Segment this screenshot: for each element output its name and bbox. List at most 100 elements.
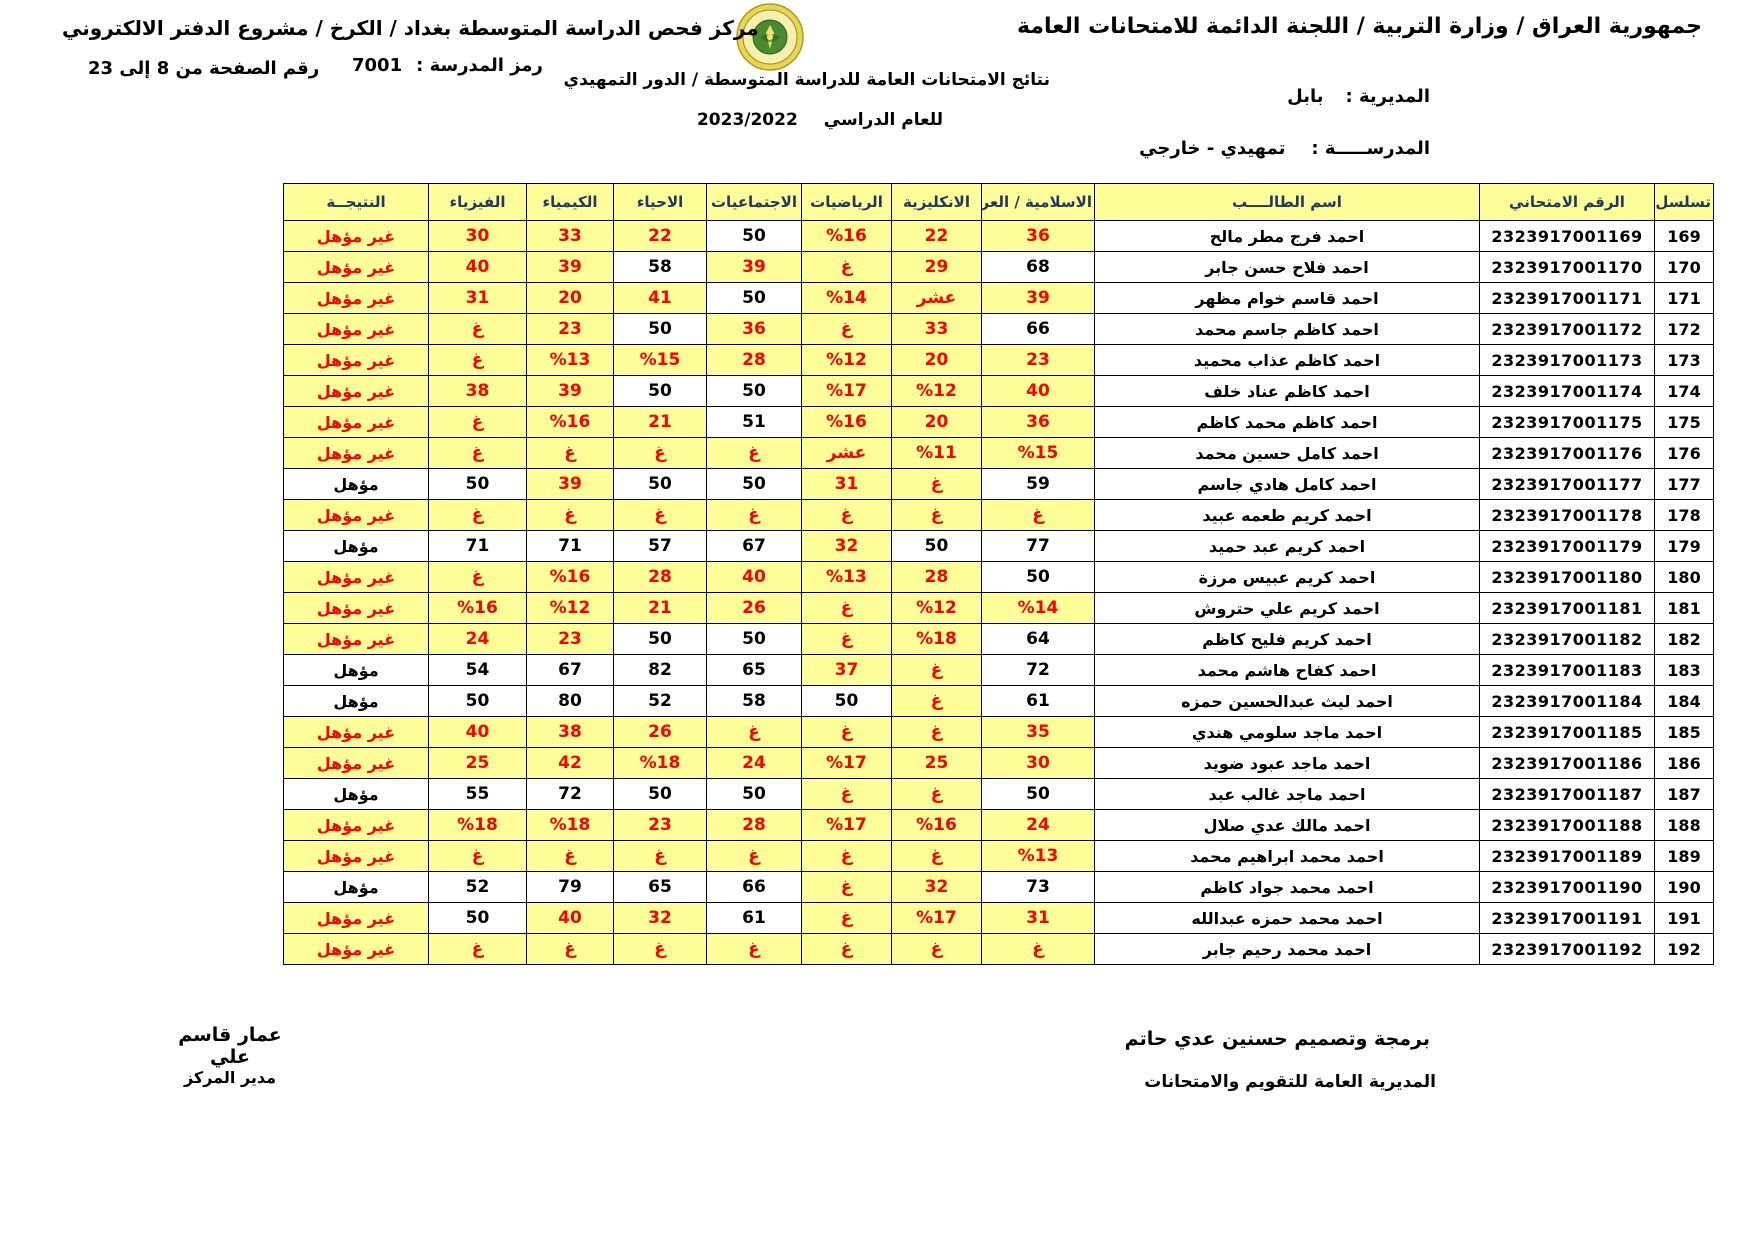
score-cell: غ (801, 592, 892, 624)
score-cell: %18 (526, 809, 614, 841)
exam-number-cell: 2323917001184 (1479, 685, 1655, 717)
col-header-result: النتيجــة (283, 183, 429, 221)
score-cell: عشر (801, 437, 892, 469)
score-cell: 50 (706, 778, 802, 810)
student-name-cell: احمد كاظم عناد خلف (1094, 375, 1480, 407)
score-cell: 73 (981, 871, 1095, 903)
academic-year-value: 2023/2022 (696, 110, 798, 130)
table-row: 191 2323917001191 احمد محمد حمزه عبدالله… (283, 902, 1714, 934)
table-row: 188 2323917001188 احمد مالك عدي صلال 24 … (283, 809, 1714, 841)
score-cell: 25 (891, 747, 982, 779)
score-cell: %12 (526, 592, 614, 624)
exam-number-cell: 2323917001186 (1479, 747, 1655, 779)
serial-cell: 179 (1654, 530, 1714, 562)
score-cell: 50 (981, 778, 1095, 810)
score-cell: غ (526, 499, 614, 531)
score-cell: 42 (526, 747, 614, 779)
score-cell: 31 (428, 282, 527, 314)
score-cell: 58 (706, 685, 802, 717)
score-cell: %16 (526, 561, 614, 593)
student-name-cell: احمد فرج مطر مالح (1094, 220, 1480, 252)
score-cell: 67 (706, 530, 802, 562)
table-row: 192 2323917001192 احمد محمد رحيم جابر غ … (283, 933, 1714, 965)
school-line: المدرســـــة : تمهيدي - خارجي (1139, 138, 1430, 159)
score-cell: 41 (613, 282, 707, 314)
student-name-cell: احمد كاظم جاسم محمد (1094, 313, 1480, 345)
serial-cell: 187 (1654, 778, 1714, 810)
score-cell: غ (428, 437, 527, 469)
score-cell: %18 (613, 747, 707, 779)
score-cell: غ (613, 933, 707, 965)
score-cell: 67 (526, 654, 614, 686)
score-cell: غ (428, 933, 527, 965)
serial-cell: 192 (1654, 933, 1714, 965)
serial-cell: 181 (1654, 592, 1714, 624)
directorate-line: المديرية : بابل (1287, 86, 1430, 107)
result-cell: مؤهل (283, 468, 429, 500)
score-cell: غ (613, 437, 707, 469)
exam-number-cell: 2323917001171 (1479, 282, 1655, 314)
exam-number-cell: 2323917001170 (1479, 251, 1655, 283)
table-row: 187 2323917001187 احمد ماجد غالب عبد 50 … (283, 778, 1714, 810)
score-cell: %18 (891, 623, 982, 655)
score-cell: غ (891, 840, 982, 872)
school-label: المدرســـــة : (1311, 138, 1430, 159)
exam-number-cell: 2323917001169 (1479, 220, 1655, 252)
student-name-cell: احمد محمد ابراهيم محمد (1094, 840, 1480, 872)
score-cell: 26 (613, 716, 707, 748)
score-cell: %17 (891, 902, 982, 934)
table-row: 184 2323917001184 احمد ليث عبدالحسين حمز… (283, 685, 1714, 717)
col-header-social: الاجتماعيات (706, 183, 802, 221)
table-row: 179 2323917001179 احمد كريم عبد حميد 77 … (283, 530, 1714, 562)
score-cell: 65 (706, 654, 802, 686)
serial-cell: 175 (1654, 406, 1714, 438)
result-cell: غير مؤهل (283, 840, 429, 872)
exam-number-cell: 2323917001185 (1479, 716, 1655, 748)
score-cell: 55 (428, 778, 527, 810)
score-cell: 40 (706, 561, 802, 593)
student-name-cell: احمد كاظم عذاب محميد (1094, 344, 1480, 376)
score-cell: 64 (981, 623, 1095, 655)
score-cell: 82 (613, 654, 707, 686)
col-header-chemistry: الكيمياء (526, 183, 614, 221)
score-cell: 57 (613, 530, 707, 562)
serial-cell: 188 (1654, 809, 1714, 841)
score-cell: 40 (526, 902, 614, 934)
serial-cell: 172 (1654, 313, 1714, 345)
score-cell: غ (891, 499, 982, 531)
table-row: 174 2323917001174 احمد كاظم عناد خلف 40 … (283, 375, 1714, 407)
col-header-exam-number: الرقم الامتحاني (1479, 183, 1655, 221)
score-cell: 28 (706, 809, 802, 841)
result-cell: غير مؤهل (283, 499, 429, 531)
school-code-label: رمز المدرسة : (416, 55, 543, 76)
score-cell: 39 (526, 251, 614, 283)
table-row: 181 2323917001181 احمد كريم علي حتروش %1… (283, 592, 1714, 624)
score-cell: 32 (891, 871, 982, 903)
score-cell: %12 (801, 344, 892, 376)
academic-year-line: للعام الدراسي 2023/2022 (690, 110, 950, 130)
serial-cell: 182 (1654, 623, 1714, 655)
score-cell: غ (706, 437, 802, 469)
score-cell: 59 (981, 468, 1095, 500)
serial-cell: 178 (1654, 499, 1714, 531)
score-cell: غ (428, 344, 527, 376)
student-name-cell: احمد كامل هادي جاسم (1094, 468, 1480, 500)
score-cell: 30 (981, 747, 1095, 779)
student-name-cell: احمد كاظم محمد كاظم (1094, 406, 1480, 438)
table-row: 178 2323917001178 احمد كريم طعمه عبيد غ … (283, 499, 1714, 531)
director-title: مدير المركز (183, 1068, 277, 1087)
col-header-physics: الفيزياء (428, 183, 527, 221)
page-title: جمهورية العراق / وزارة التربية / اللجنة … (1016, 14, 1702, 39)
table-row: 182 2323917001182 احمد كريم فليح كاظم 64… (283, 623, 1714, 655)
school-value: تمهيدي - خارجي (1139, 138, 1286, 159)
score-cell: غ (891, 933, 982, 965)
score-cell: غ (891, 778, 982, 810)
exam-number-cell: 2323917001189 (1479, 840, 1655, 872)
score-cell: 79 (526, 871, 614, 903)
result-cell: غير مؤهل (283, 375, 429, 407)
student-name-cell: احمد ماجد سلومي هندي (1094, 716, 1480, 748)
score-cell: غ (706, 840, 802, 872)
score-cell: %17 (801, 747, 892, 779)
results-table: تسلسل الرقم الامتحاني اسم الطالــــب الاسلا… (283, 183, 1714, 965)
result-cell: غير مؤهل (283, 561, 429, 593)
